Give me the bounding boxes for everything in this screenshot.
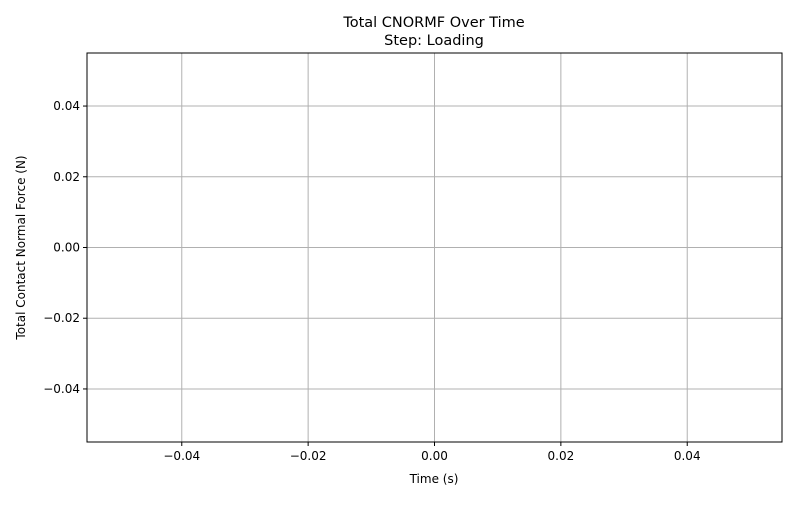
x-tick-label: 0.00 [421,449,448,463]
y-tick-label: 0.02 [53,170,80,184]
y-tick-label: −0.04 [43,382,80,396]
x-tick-label: 0.04 [674,449,701,463]
y-tick-label: 0.00 [53,241,80,255]
y-axis-label: Total Contact Normal Force (N) [14,155,28,340]
ticks: −0.04 −0.02 0.00 0.02 0.04 −0.04 −0.02 0.00 0.02… [43,99,700,463]
x-tick-label: −0.04 [163,449,200,463]
x-tick-label: −0.02 [290,449,327,463]
chart-subtitle: Step: Loading [384,33,484,49]
grid [87,53,782,442]
y-tick-label: 0.04 [53,99,80,113]
y-tick-label: −0.02 [43,311,80,325]
plot-frame [86,52,783,443]
chart-title: Total CNORMF Over Time [342,15,524,31]
x-axis-label: Time (s) [409,472,459,486]
x-tick-label: 0.02 [548,449,575,463]
